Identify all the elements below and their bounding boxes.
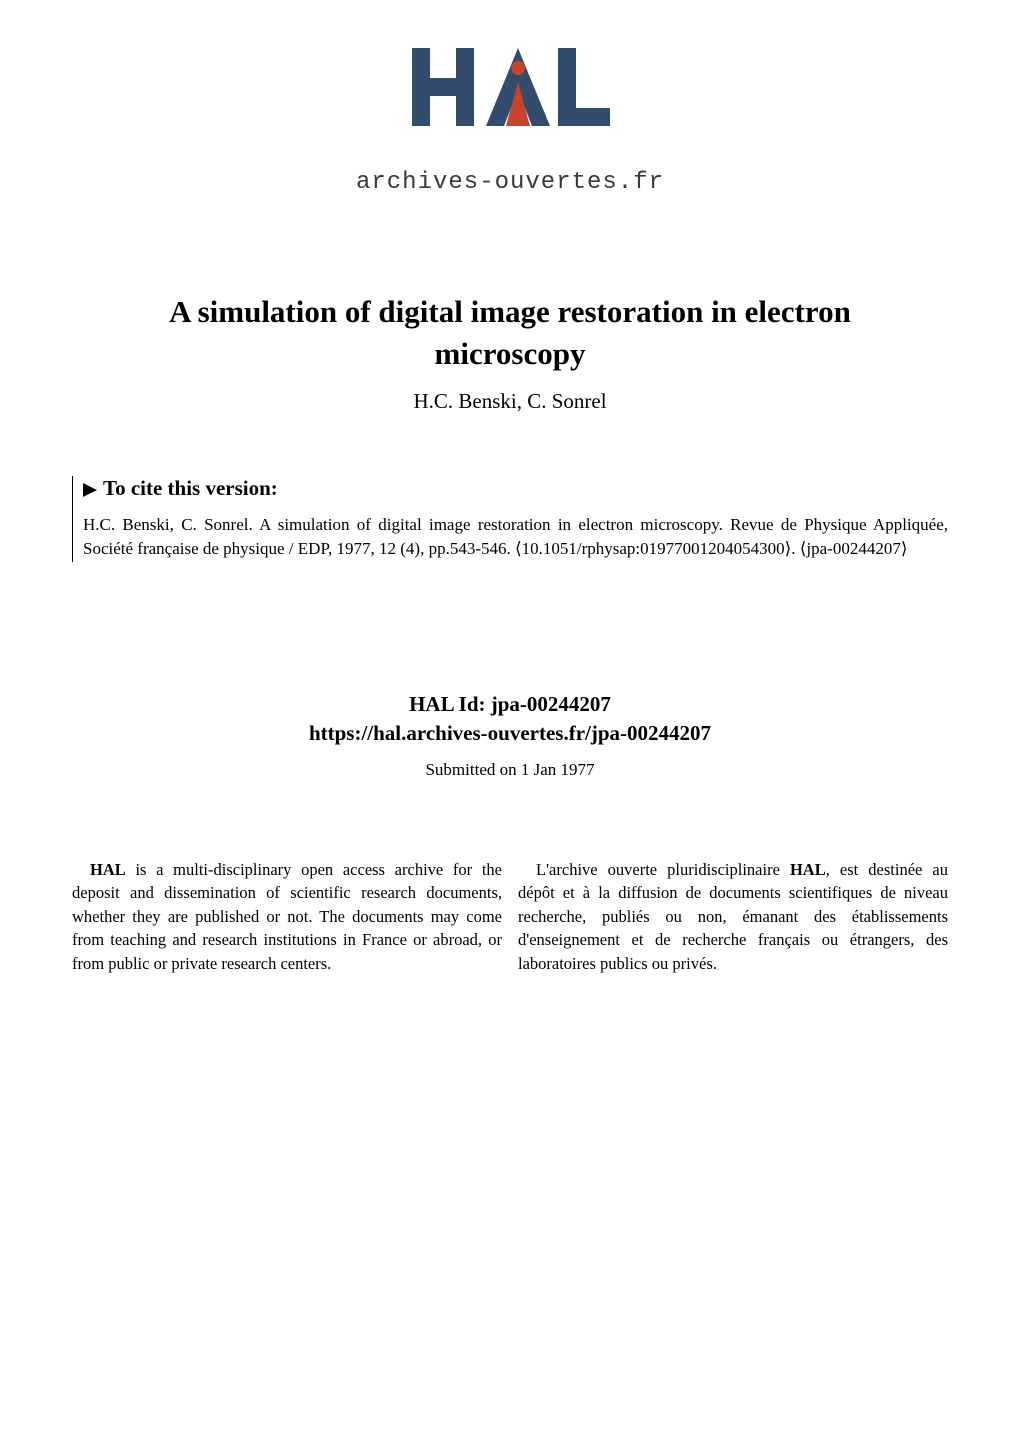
title-line-1: A simulation of digital image restoratio… <box>169 294 851 329</box>
submitted-date: Submitted on 1 Jan 1977 <box>72 760 948 780</box>
hal-logo-icon <box>400 40 620 160</box>
hal-logo-text: archives-ouvertes.fr <box>72 169 948 196</box>
cite-body: H.C. Benski, C. Sonrel. A simulation of … <box>83 513 948 562</box>
desc-fr-pre: L'archive ouverte pluridisciplinaire <box>536 860 790 879</box>
desc-en-rest: is a multi-disciplinary open access arch… <box>72 860 502 973</box>
paper-authors: H.C. Benski, C. Sonrel <box>72 389 948 414</box>
description-fr: L'archive ouverte pluridisciplinaire HAL… <box>518 858 948 975</box>
description-columns: HAL is a multi-disciplinary open access … <box>72 858 948 975</box>
hal-id: HAL Id: jpa-00244207 <box>72 692 948 717</box>
hal-logo-block: archives-ouvertes.fr <box>72 40 948 196</box>
hal-bold-en: HAL <box>90 860 126 879</box>
cite-block: To cite this version: H.C. Benski, C. So… <box>72 476 948 562</box>
hal-url[interactable]: https://hal.archives-ouvertes.fr/jpa-002… <box>72 721 948 746</box>
title-line-2: microscopy <box>435 336 586 371</box>
description-en: HAL is a multi-disciplinary open access … <box>72 858 502 975</box>
triangle-right-icon <box>83 483 97 497</box>
cite-heading-text: To cite this version: <box>103 476 278 500</box>
hal-bold-fr: HAL <box>790 860 826 879</box>
cite-heading: To cite this version: <box>83 476 948 501</box>
paper-title: A simulation of digital image restoratio… <box>72 291 948 375</box>
